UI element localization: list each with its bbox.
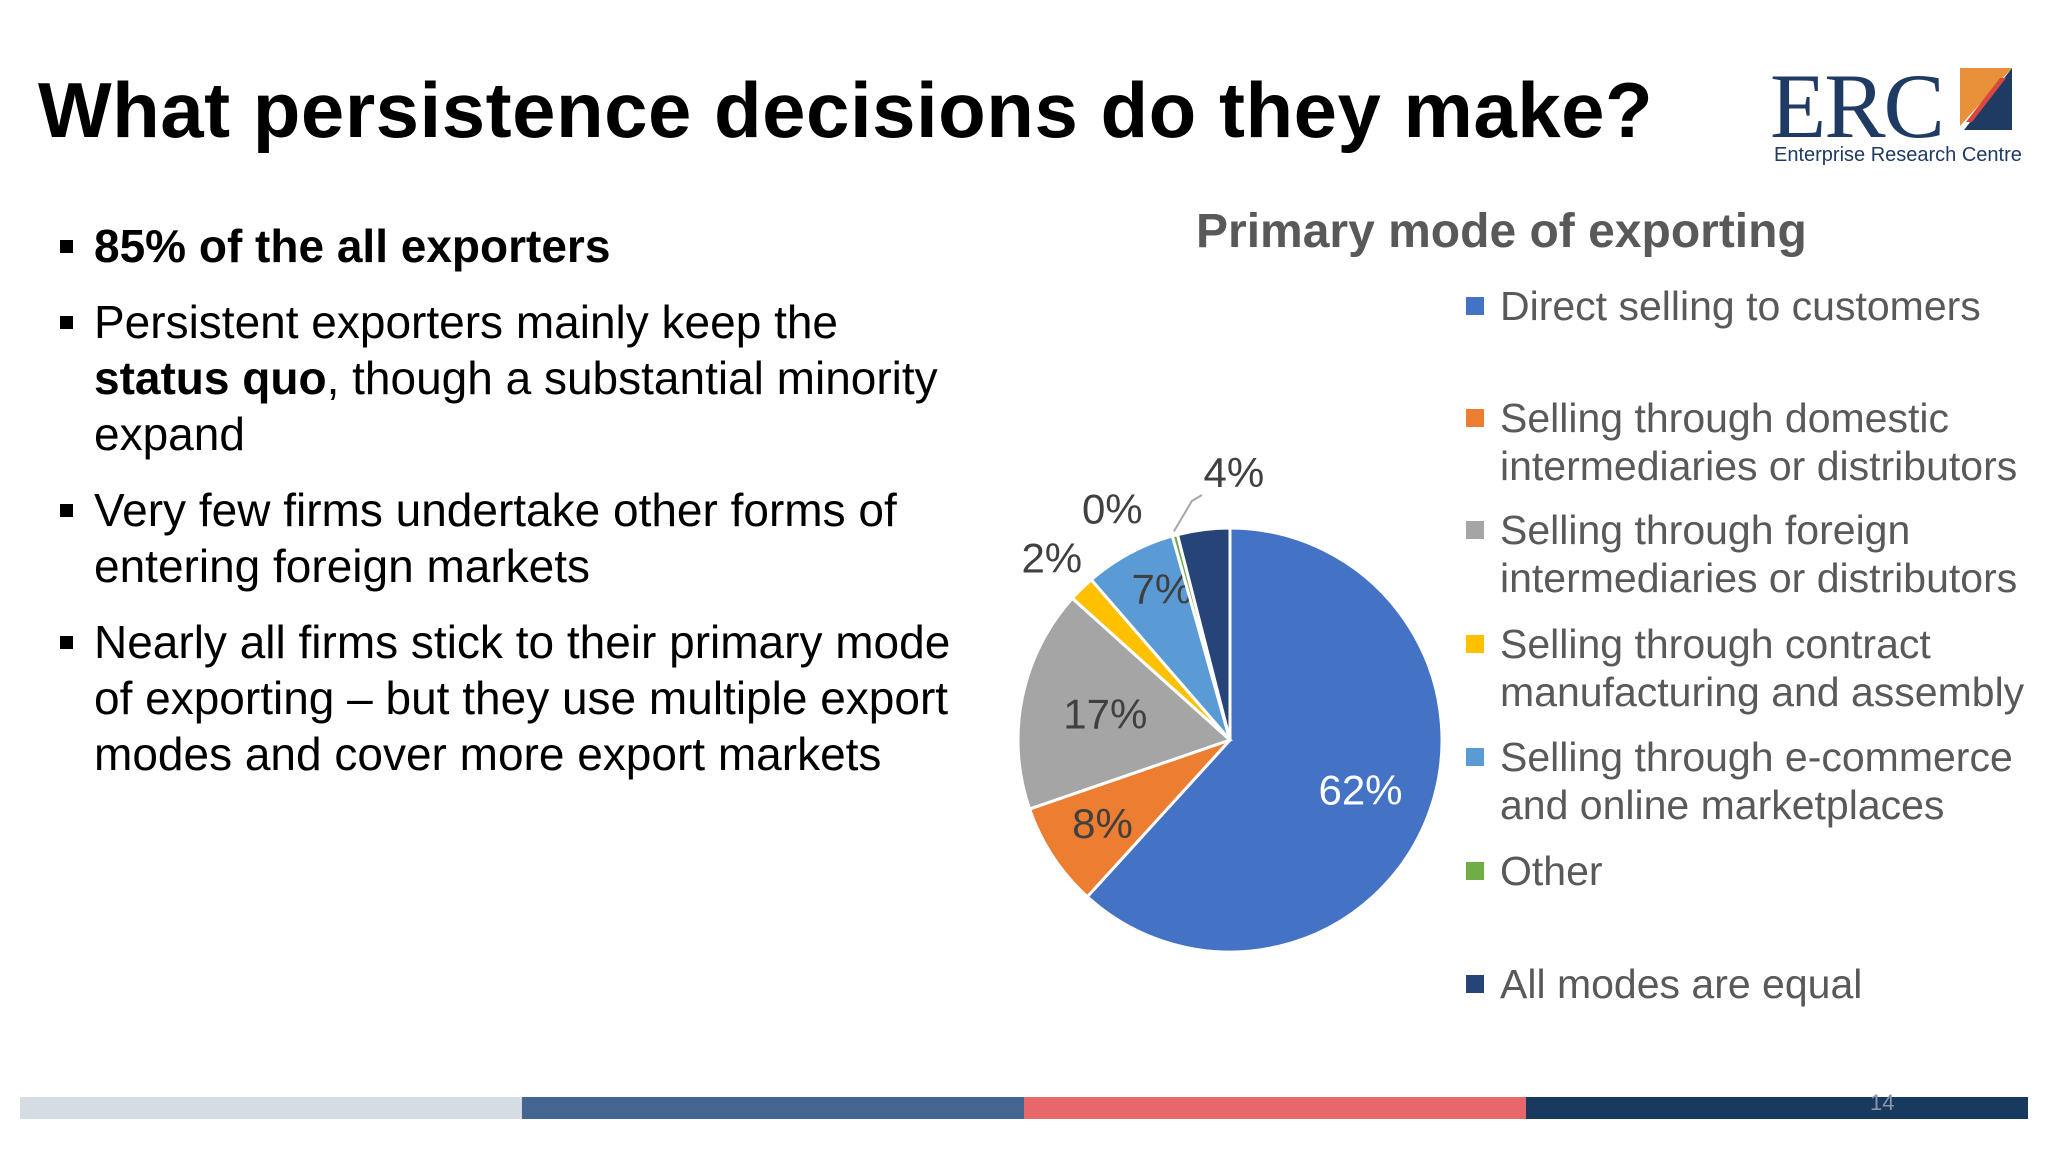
pie-data-label: 0% [1082,486,1143,533]
legend-swatch [1466,748,1484,766]
legend-label: Selling through contract manufacturing a… [1500,621,2025,715]
footer-bar-segment [20,1097,522,1119]
pie-data-label: 62% [1318,767,1402,814]
chart-legend: Direct selling to customers Selling throu… [1466,0,2046,1152]
bullet-square-icon [60,504,73,517]
bullet-item: 85% of the all exporters [58,218,978,274]
legend-label: Direct selling to customers [1500,283,1981,329]
legend-swatch [1466,521,1484,539]
bullet-item: Very few firms undertake other forms of … [58,482,978,594]
pie-leader-line [1173,494,1203,532]
bullet-text-bold: status quo [94,352,327,404]
bullet-text: , though a substantial minority expand [94,352,938,460]
bullet-text: Very few firms undertake other forms of … [94,484,897,592]
bullet-text: Persistent exporters mainly keep the [94,296,839,348]
legend-swatch [1466,297,1484,315]
pie-slice [1027,738,1232,899]
legend-swatch [1466,862,1484,880]
pie-slice [1085,526,1444,954]
pie-data-label: 8% [1072,800,1133,847]
legend-swatch [1466,409,1484,427]
pie-data-label: 4% [1204,449,1265,496]
pie-slice [1016,596,1233,811]
page-number: 14 [1870,1090,1895,1115]
footer-bar-segment [1024,1097,1526,1119]
bullet-square-icon [60,316,73,329]
legend-swatch [1466,635,1484,653]
legend-label: Selling through domestic intermediaries … [1500,395,2018,489]
bullet-text-bold: 85% of the all exporters [94,220,611,272]
pie-data-label: 17% [1063,691,1147,738]
logo-text: ERC [1770,55,1945,157]
pie-data-label: 2% [1021,534,1082,581]
footer-color-bar [20,1097,2028,1119]
bullet-list: 85% of the all exporters Persistent expor… [58,218,978,802]
legend-label: All modes are equal [1500,961,1863,1007]
pie-slice [1175,526,1232,741]
pie-chart: 62%8%17%2%7%0%4% [1016,449,1444,954]
legend-label: Other [1500,848,1603,894]
legend-swatch [1466,975,1484,993]
legend-label: Selling through e-commerce and online ma… [1500,734,2013,828]
legend-label: Selling through foreign intermediaries o… [1500,507,2018,601]
bullet-square-icon [60,636,73,649]
erc-logo: ERC Enterprise Research Centre [1770,55,2022,170]
logo-subtitle: Enterprise Research Centre [1774,144,2022,166]
bullet-item: Persistent exporters mainly keep the sta… [58,294,978,462]
slide-title: What persistence decisions do they make? [38,66,1654,154]
footer-bar-segment [1526,1097,2028,1119]
bullet-text: Nearly all firms stick to their primary … [94,616,951,780]
chart-title: Primary mode of exporting [1196,205,1807,258]
bullet-square-icon [60,240,73,253]
bullet-item: Nearly all firms stick to their primary … [58,614,978,782]
footer-bar-segment [522,1097,1024,1119]
logo-mark-icon [1960,68,2012,130]
